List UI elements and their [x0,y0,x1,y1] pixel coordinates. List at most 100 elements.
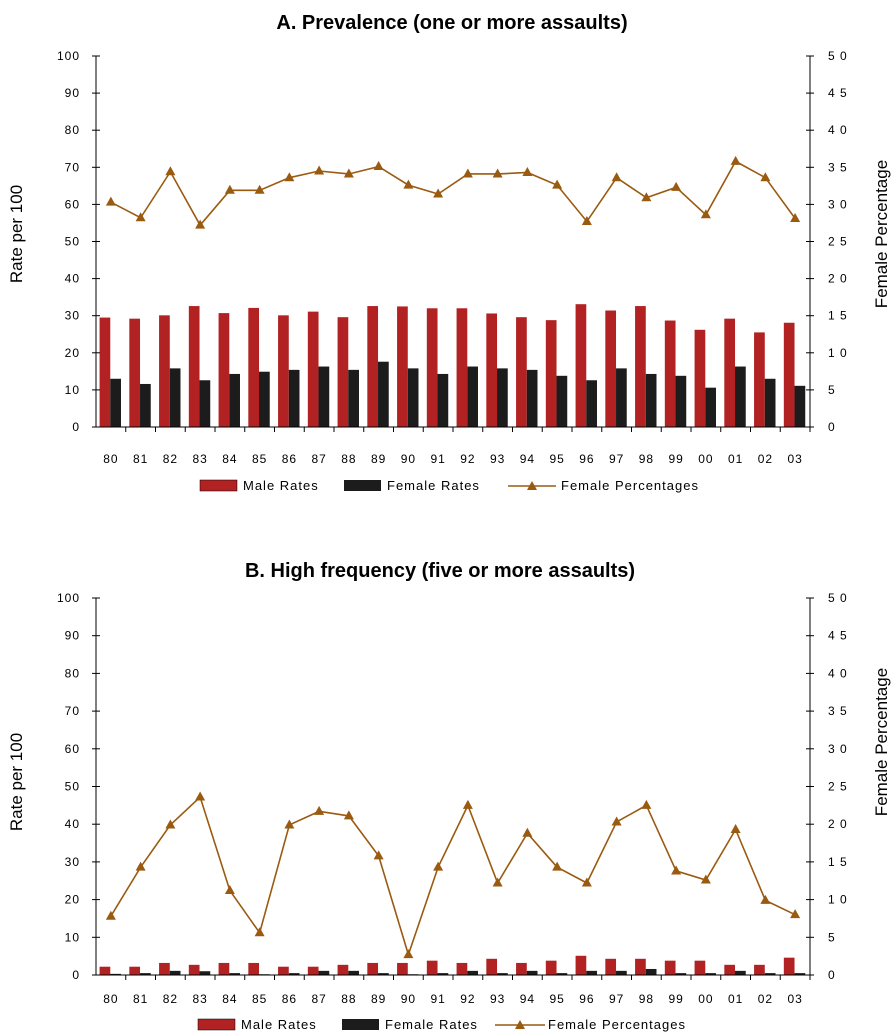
chart-a-bar-female-rate [556,375,568,427]
chart-a-bar-female-rate [497,368,508,427]
chart-b-bar-female-rate [437,973,449,975]
chart-a-bar-female-rate [199,380,211,427]
chart-a-bar-female-rate [229,373,240,427]
chart-b-bar-female-rate [288,973,300,975]
chart-a-bar-male-rate [248,307,260,427]
chart-a: A. Prevalence (one or more assaults) Rat… [7,12,891,493]
chart-b-y-ticks: 0 10 20 30 40 50 60 70 80 90 100 [57,591,100,982]
chart-b-bar-male-rate [337,964,349,975]
chart-b-y-tick-label: 80 [65,666,80,680]
chart-a-bar-male-rate [664,320,676,427]
chart-b-percentage-point [671,865,682,875]
chart-b-x-ticks: 80 81 82 83 84 85 86 87 88 89 90 91 92 93 94 95 96 97 98 99… [103,975,811,1006]
chart-a-x-tick-label: 92 [460,452,475,466]
chart-a-bar-male-rate [545,320,557,427]
chart-a-percentage-point [611,172,622,182]
chart-a-bar-female-rate [378,361,389,427]
chart-a-y-tick-label: 80 [65,123,80,137]
chart-a-x-tick-label: 89 [371,452,386,466]
chart-a-percentage-point [760,172,771,182]
chart-b-bar-male-rate [159,962,170,975]
chart-a-percentage-point [700,209,711,219]
chart-a-bar-male-rate [635,306,646,427]
chart-a-x-tick-label: 91 [430,452,445,466]
chart-a-y2-tick-label: 4 5 [828,86,848,100]
chart-b-x-tick-label: 80 [103,992,118,1006]
chart-b-x-tick-label: 00 [698,992,713,1006]
chart-a-y2-tick-label: 3 5 [828,160,848,174]
chart-a-percentage-point [135,212,146,222]
chart-b-bar-male-rate [129,966,141,975]
chart-a-female-percentage-line [105,155,801,229]
chart-b-bar-male-rate [218,962,230,975]
chart-b-y-tick-label: 100 [57,591,80,605]
chart-b-percentage-point [552,861,563,871]
chart-b-bar-male-rate [486,958,498,975]
chart-a-bars [99,304,806,427]
chart-a-x-tick-label: 95 [549,452,564,466]
chart-a-x-tick-label: 82 [163,452,178,466]
chart-b-y-tick-label: 10 [65,930,80,944]
chart-b-y-tick-label: 70 [65,704,80,718]
chart-b-bar-male-rate [635,958,646,975]
chart-b-legend: Male Rates Female Rates Female Percentag… [197,1017,686,1032]
chart-b-x-tick-label: 02 [758,992,773,1006]
chart-b-bar-female-rate [229,973,240,975]
chart-b-bar-male-rate [545,960,557,975]
chart-b-x-tick-label: 86 [282,992,297,1006]
chart-a-x-tick-label: 80 [103,452,118,466]
chart-a-y2-tick-label: 0 [828,420,836,434]
chart-a-x-tick-label: 85 [252,452,267,466]
chart-b-y2-tick-label: 1 0 [828,893,848,907]
chart-b-x-tick-label: 91 [430,992,445,1006]
chart-a-bar-male-rate [307,311,319,427]
chart-a-bar-male-rate [575,304,587,427]
chart-a-bar-female-rate [705,387,716,427]
chart-b-bar-female-rate [497,973,508,975]
chart-a-bar-female-rate [437,373,449,427]
chart-a-x-tick-label: 81 [133,452,148,466]
chart-b-bar-female-rate [348,970,359,975]
chart-b-y-tick-label: 50 [65,780,80,794]
chart-a-y2-tick-label: 2 5 [828,235,848,249]
chart-a-bar-male-rate [724,318,736,427]
chart-b-percentage-point [254,927,265,937]
chart-b-percentage-point [611,816,622,826]
chart-b-x-tick-label: 85 [252,992,267,1006]
chart-a-bar-female-rate [735,366,746,427]
chart-a-percentage-point [195,219,206,229]
chart-a-bar-female-rate [675,375,687,427]
legend-b-female-label: Female Rates [385,1017,478,1032]
chart-b-bar-male-rate [724,964,736,975]
chart-b-bar-male-rate [248,962,260,975]
chart-a-y2-tick-label: 2 0 [828,272,848,286]
chart-b-bar-male-rate [367,962,379,975]
legend-b-line-label: Female Percentages [548,1017,686,1032]
chart-b-percentage-point [790,909,801,919]
chart-a-percentage-point [224,184,235,194]
chart-a-y2-tick-label: 4 0 [828,123,848,137]
chart-b-bar-male-rate [456,962,468,975]
chart-a-bar-female-rate [288,369,300,427]
legend-a-female-label: Female Rates [387,478,480,493]
chart-b-x-tick-label: 03 [787,992,802,1006]
chart-b-x-tick-label: 96 [579,992,594,1006]
chart-b-y2-tick-label: 4 0 [828,666,848,680]
chart-b-percentage-point [105,910,116,920]
chart-b-x-tick-label: 87 [311,992,326,1006]
chart-a-percentage-point [284,172,295,182]
chart-a-bar-female-rate [140,383,151,427]
chart-a-bar-male-rate [456,308,468,427]
chart-a-bar-female-rate [645,373,657,427]
legend-a-female-swatch [344,480,381,491]
chart-a-percentage-point [641,192,652,202]
chart-a-y-ticks: 0 10 20 30 40 50 60 70 80 90 100 [57,49,100,434]
chart-b-x-tick-label: 81 [133,992,148,1006]
chart-a-bar-female-rate [169,368,181,427]
chart-a-bar-male-rate [218,313,230,427]
chart-a-percentage-point [671,181,682,191]
chart-b-bar-female-rate [110,973,121,975]
chart-a-bar-male-rate [486,313,498,427]
chart-b: B. High frequency (five or more assaults… [7,560,891,1032]
